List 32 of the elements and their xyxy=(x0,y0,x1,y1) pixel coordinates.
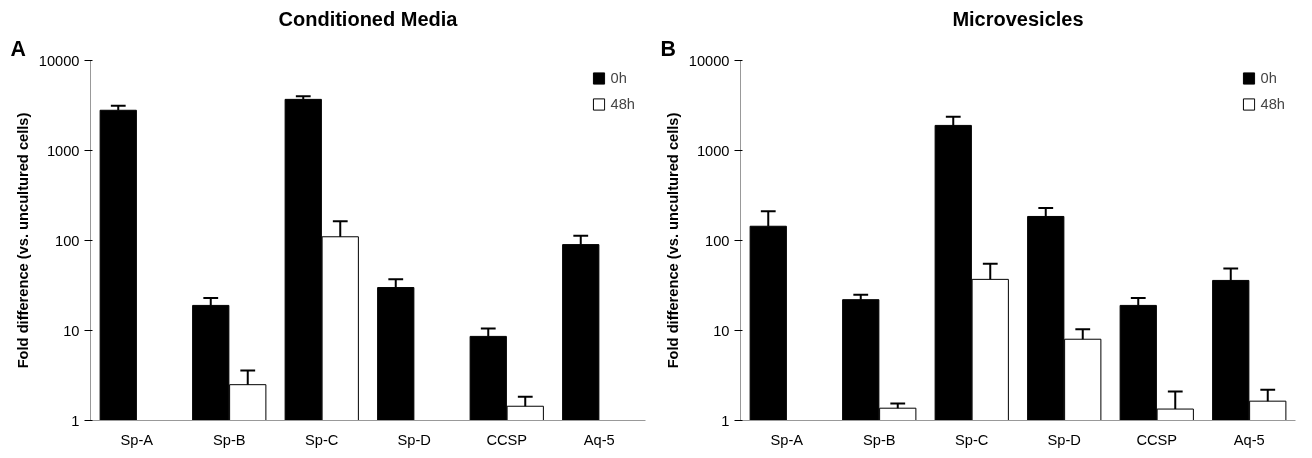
y-tick-label: 10000 xyxy=(688,52,730,69)
x-tick-label: Sp-B xyxy=(862,431,896,448)
y-axis-title: Fold difference (vs. uncultured cells) xyxy=(664,112,681,369)
y-tick-label: 100 xyxy=(55,232,80,249)
y-tick-label: 100 xyxy=(705,232,730,249)
legend-label: 0h xyxy=(1260,70,1278,86)
x-tick-label: Sp-D xyxy=(1047,431,1081,448)
x-tick-label: CCSP xyxy=(1136,431,1178,448)
x-tick-label: CCSP xyxy=(486,431,528,448)
y-tick-label: 1000 xyxy=(46,142,80,159)
chart-title: Microvesicles xyxy=(952,7,1084,30)
legend-label: 0h xyxy=(610,70,628,86)
chart-title: Conditioned Media xyxy=(278,7,459,30)
x-tick-label: Sp-C xyxy=(955,431,989,448)
x-tick-label: Sp-C xyxy=(305,431,339,448)
y-axis-title: Fold difference (vs. uncultured cells) xyxy=(14,112,31,369)
x-tick-label: Aq-5 xyxy=(1233,431,1265,448)
x-tick-label: Aq-5 xyxy=(583,431,615,448)
y-tick-label: 1000 xyxy=(696,142,730,159)
text: A xyxy=(10,36,26,61)
legend-label: 48h xyxy=(610,96,635,112)
x-tick-label: Sp-A xyxy=(770,431,804,448)
y-tick-label: 10 xyxy=(63,322,80,339)
y-tick-label: 1 xyxy=(721,412,730,429)
x-tick-label: Sp-B xyxy=(212,431,246,448)
x-tick-label: Sp-D xyxy=(397,431,431,448)
legend-label: 48h xyxy=(1260,96,1285,112)
y-tick-label: 1 xyxy=(71,412,80,429)
y-tick-label: 10 xyxy=(713,322,730,339)
text: B xyxy=(660,36,676,61)
y-tick-label: 10000 xyxy=(38,52,80,69)
x-tick-label: Sp-A xyxy=(120,431,154,448)
